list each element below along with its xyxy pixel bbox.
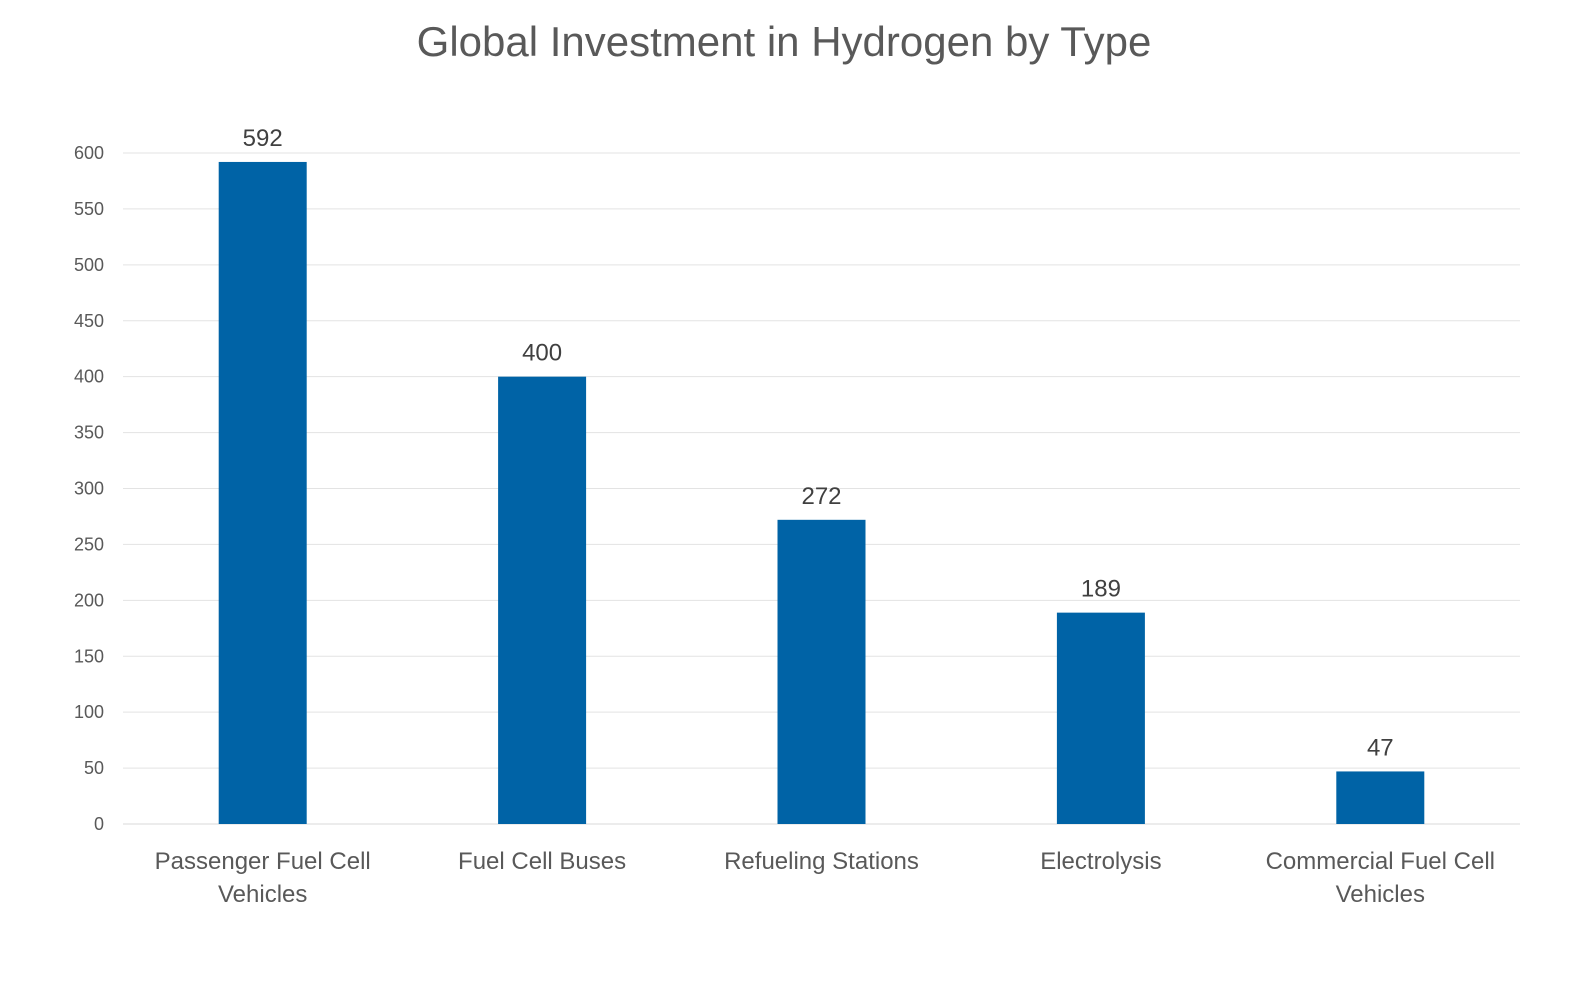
y-tick-label: 350 [74,423,104,443]
bar [218,161,307,825]
x-category-label: Passenger Fuel Cell [155,848,371,875]
data-label: 592 [243,125,283,152]
y-tick-label: 500 [74,255,104,275]
x-axis-categories: Passenger Fuel Cell Vehicles Fuel Cell Bus… [155,848,1495,908]
y-tick-label: 150 [74,646,104,666]
x-category-label: Electrolysis [1040,848,1161,875]
bar [1336,771,1425,824]
y-tick-label: 0 [94,814,104,834]
y-tick-label: 100 [74,702,104,722]
bar [1056,612,1145,824]
bar [498,376,587,824]
y-tick-label: 250 [74,534,104,554]
y-tick-label: 550 [74,199,104,219]
chart-title: Global Investment in Hydrogen by Type [416,18,1152,65]
data-label: 272 [801,483,841,510]
y-tick-label: 600 [74,143,104,163]
x-category-label: Vehicles [218,881,307,908]
x-category-label: Refueling Stations [724,848,919,875]
data-labels: 592 400 272 189 47 [243,125,1394,761]
data-label: 400 [522,340,562,367]
y-tick-label: 50 [84,758,104,778]
y-tick-label: 300 [74,479,104,499]
x-category-label: Fuel Cell Buses [458,848,626,875]
y-tick-label: 450 [74,311,104,331]
y-tick-label: 200 [74,590,104,610]
data-label: 47 [1367,734,1394,761]
bars [218,161,1425,825]
data-label: 189 [1081,576,1121,603]
x-category-label: Vehicles [1336,881,1425,908]
y-tick-label: 400 [74,367,104,387]
bar [777,519,866,824]
x-category-label: Commercial Fuel Cell [1266,848,1495,875]
y-axis-ticks: 0 50 100 150 200 250 300 350 400 450 500 550 600 [74,143,104,834]
